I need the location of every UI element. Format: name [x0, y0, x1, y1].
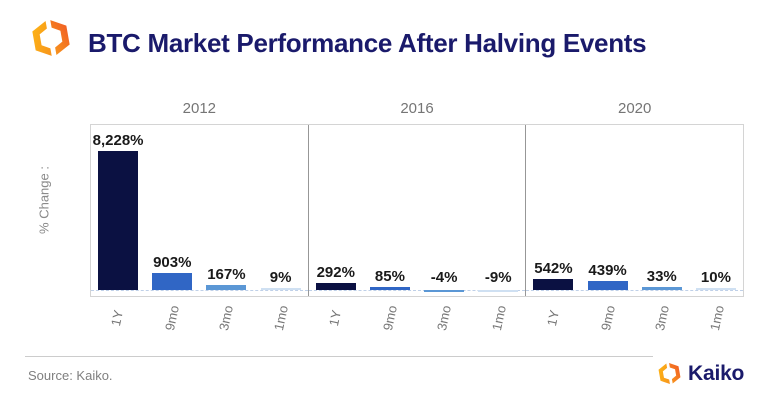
panel-year-label: 2020: [617, 100, 652, 117]
page-title: BTC Market Performance After Halving Eve…: [88, 28, 647, 58]
bar-value-label: -4%: [430, 269, 458, 286]
bar-value-label: 903%: [153, 253, 192, 271]
x-tick-label: 3mo: [216, 304, 237, 332]
zero-baseline: [308, 290, 526, 291]
bar-value-label: 10%: [700, 268, 731, 286]
panel-2012: 2012 8,228% 903% 167% 9%: [91, 100, 308, 296]
bar-value-label: 33%: [646, 268, 677, 286]
x-axis-ticks: 1Y 9mo 3mo 1mo 1Y 9mo 3mo 1mo 1Y 9mo 3mo 1mo: [90, 297, 744, 349]
panel-year-label: 2016: [400, 100, 434, 117]
source-note: Source: Kaiko.: [28, 368, 113, 383]
bar-value-label: 292%: [316, 264, 355, 282]
bar-2020-9mo: [587, 280, 628, 290]
bar-value-label: 542%: [534, 259, 573, 277]
panel-2016: 2016 292% 85% -4% -9%: [307, 100, 526, 296]
panel-year-label: 2012: [182, 100, 217, 117]
x-tick-label: 9mo: [597, 304, 618, 332]
zero-baseline: [526, 290, 744, 291]
bar-value-label: 9%: [269, 268, 292, 286]
bar-2012-3mo: [206, 285, 247, 290]
bar-2012-9mo: [152, 272, 193, 290]
x-tick-label: 1Y: [326, 308, 345, 328]
bar-2016-9mo: [369, 286, 410, 290]
x-tick-label: 1mo: [488, 304, 509, 332]
y-axis-label: % Change :: [36, 166, 52, 234]
bar-value-label: 85%: [374, 267, 405, 285]
panel-2020: 2020 542% 439% 33% 10%: [525, 100, 744, 296]
bar-value-label: -9%: [484, 269, 512, 286]
x-tick-label: 3mo: [434, 304, 455, 332]
bar-value-label: 439%: [588, 261, 627, 279]
chart-panels: 2012 8,228% 903% 167% 9% 2016 292% 85% -4% -9% 202…: [90, 100, 744, 297]
kaiko-wordmark: Kaiko: [688, 362, 745, 385]
kaiko-logo-icon: [656, 360, 683, 387]
kaiko-logo-icon: [28, 15, 74, 61]
x-tick-label: 9mo: [161, 304, 182, 332]
bar-2016-1mo: [478, 290, 519, 292]
bar-value-label: 167%: [207, 266, 246, 284]
bar-2020-1Y: [533, 278, 574, 290]
bar-2016-3mo: [424, 290, 465, 292]
x-tick-label: 9mo: [379, 304, 400, 332]
bar-2020-1mo: [695, 287, 736, 290]
bar-2020-3mo: [641, 287, 682, 290]
bar-value-label: 8,228%: [92, 131, 144, 149]
bar-2012-1mo: [260, 287, 301, 290]
x-tick-label: 1mo: [706, 304, 727, 332]
x-tick-label: 1Y: [108, 308, 127, 328]
x-tick-label: 1mo: [270, 304, 291, 332]
x-tick-label: 3mo: [652, 304, 673, 332]
zero-baseline: [91, 290, 308, 291]
bar-2012-1Y: [98, 150, 139, 290]
bar-2016-1Y: [315, 283, 356, 290]
x-tick-label: 1Y: [544, 308, 563, 328]
footer-divider: [25, 356, 653, 357]
